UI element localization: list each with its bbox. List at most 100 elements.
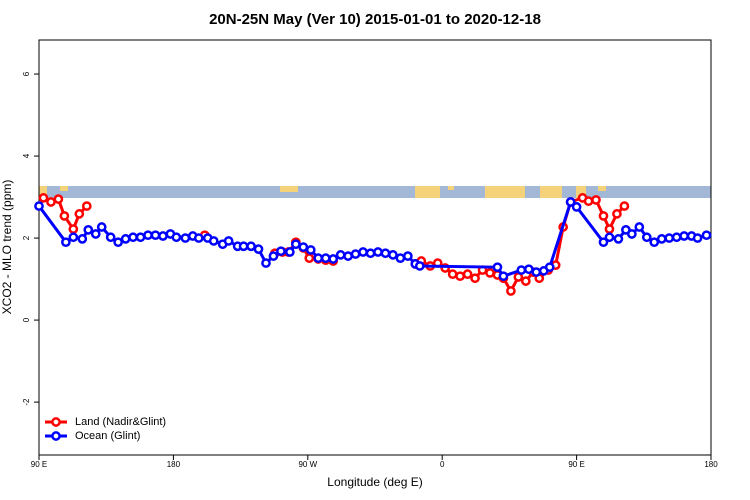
data-point xyxy=(135,232,146,243)
data-point xyxy=(520,276,531,286)
data-point xyxy=(544,262,555,273)
data-point xyxy=(298,242,309,252)
data-point xyxy=(612,209,622,219)
data-point xyxy=(455,271,465,282)
legend-label: Land (Nadir&Glint) xyxy=(75,416,166,428)
data-point xyxy=(285,247,295,257)
map-strip xyxy=(39,186,711,198)
data-point xyxy=(68,232,79,243)
data-point xyxy=(591,195,601,205)
data-point xyxy=(276,246,286,257)
data-point xyxy=(656,234,667,244)
data-point xyxy=(531,267,542,277)
plot-frame xyxy=(38,39,712,456)
data-point xyxy=(171,232,182,243)
x-tick-label: 180 xyxy=(704,460,718,469)
data-point xyxy=(77,234,88,244)
data-point xyxy=(692,233,703,243)
data-point xyxy=(304,253,315,264)
data-point xyxy=(246,241,256,252)
data-point xyxy=(447,269,458,280)
x-tick-label: 90 W xyxy=(298,460,317,469)
data-point xyxy=(291,239,301,250)
data-point xyxy=(627,229,637,239)
data-point xyxy=(679,231,689,241)
data-point xyxy=(671,232,682,243)
x-tick-label: 0 xyxy=(440,460,445,469)
data-point xyxy=(516,265,527,275)
data-point xyxy=(619,201,630,211)
data-point xyxy=(328,254,339,264)
data-point xyxy=(81,201,92,211)
chart-title: 20N-25N May (Ver 10) 2015-01-01 to 2020-… xyxy=(209,11,541,28)
data-point xyxy=(403,251,413,261)
x-tick-label: 90 E xyxy=(568,460,584,469)
data-point xyxy=(193,233,204,243)
y-tick-label: 4 xyxy=(22,153,31,158)
data-point xyxy=(238,241,249,252)
data-point xyxy=(158,231,168,241)
data-point xyxy=(373,247,383,257)
data-point xyxy=(320,253,331,264)
data-point xyxy=(634,222,645,232)
data-point xyxy=(350,249,361,259)
data-point xyxy=(604,232,615,243)
data-point xyxy=(335,250,346,260)
data-point xyxy=(343,251,353,261)
data-point xyxy=(649,237,660,248)
data-point xyxy=(113,237,123,248)
data-point xyxy=(506,286,516,296)
data-point xyxy=(53,194,64,204)
data-point xyxy=(128,232,138,243)
data-point xyxy=(90,229,101,239)
data-point xyxy=(358,247,368,257)
data-point xyxy=(598,211,609,221)
y-tick-label: -2 xyxy=(22,398,31,406)
data-point xyxy=(180,233,191,243)
data-point xyxy=(701,230,712,241)
data-point xyxy=(268,251,279,261)
data-point xyxy=(641,232,652,243)
data-point xyxy=(223,236,234,246)
data-point xyxy=(313,253,324,264)
data-point xyxy=(598,237,609,248)
data-point xyxy=(604,224,615,234)
data-point xyxy=(414,261,425,271)
data-point xyxy=(208,236,219,246)
data-point xyxy=(68,224,79,234)
data-point xyxy=(96,222,107,232)
data-point xyxy=(613,234,624,244)
data-point xyxy=(470,273,480,284)
data-point xyxy=(74,209,85,219)
data-point xyxy=(59,211,70,221)
data-point xyxy=(565,197,576,207)
data-point xyxy=(253,244,264,254)
x-tick-label: 180 xyxy=(167,460,181,469)
data-point xyxy=(120,234,131,244)
data-point xyxy=(395,253,406,264)
data-point xyxy=(388,250,398,260)
y-axis-label: XCO2 - MLO trend (ppm) xyxy=(0,180,14,315)
data-point xyxy=(261,258,271,268)
data-point xyxy=(571,202,582,212)
data-point xyxy=(105,232,116,243)
data-point xyxy=(664,233,675,243)
y-tick-label: 2 xyxy=(22,235,31,240)
data-point xyxy=(34,201,44,211)
legend-marker xyxy=(51,417,61,427)
data-point xyxy=(61,237,71,248)
legend-label: Ocean (Glint) xyxy=(75,430,140,442)
y-tick-label: 0 xyxy=(22,317,31,322)
data-point xyxy=(365,248,376,259)
data-point xyxy=(143,230,153,241)
data-point xyxy=(46,197,56,207)
legend-marker xyxy=(51,431,61,441)
data-point xyxy=(583,196,594,207)
data-point xyxy=(498,271,509,282)
data-point xyxy=(485,268,495,278)
x-axis-label: Longitude (deg E) xyxy=(327,475,422,489)
data-point xyxy=(305,245,316,255)
y-tick-label: 6 xyxy=(22,71,31,76)
data-point xyxy=(462,269,473,280)
